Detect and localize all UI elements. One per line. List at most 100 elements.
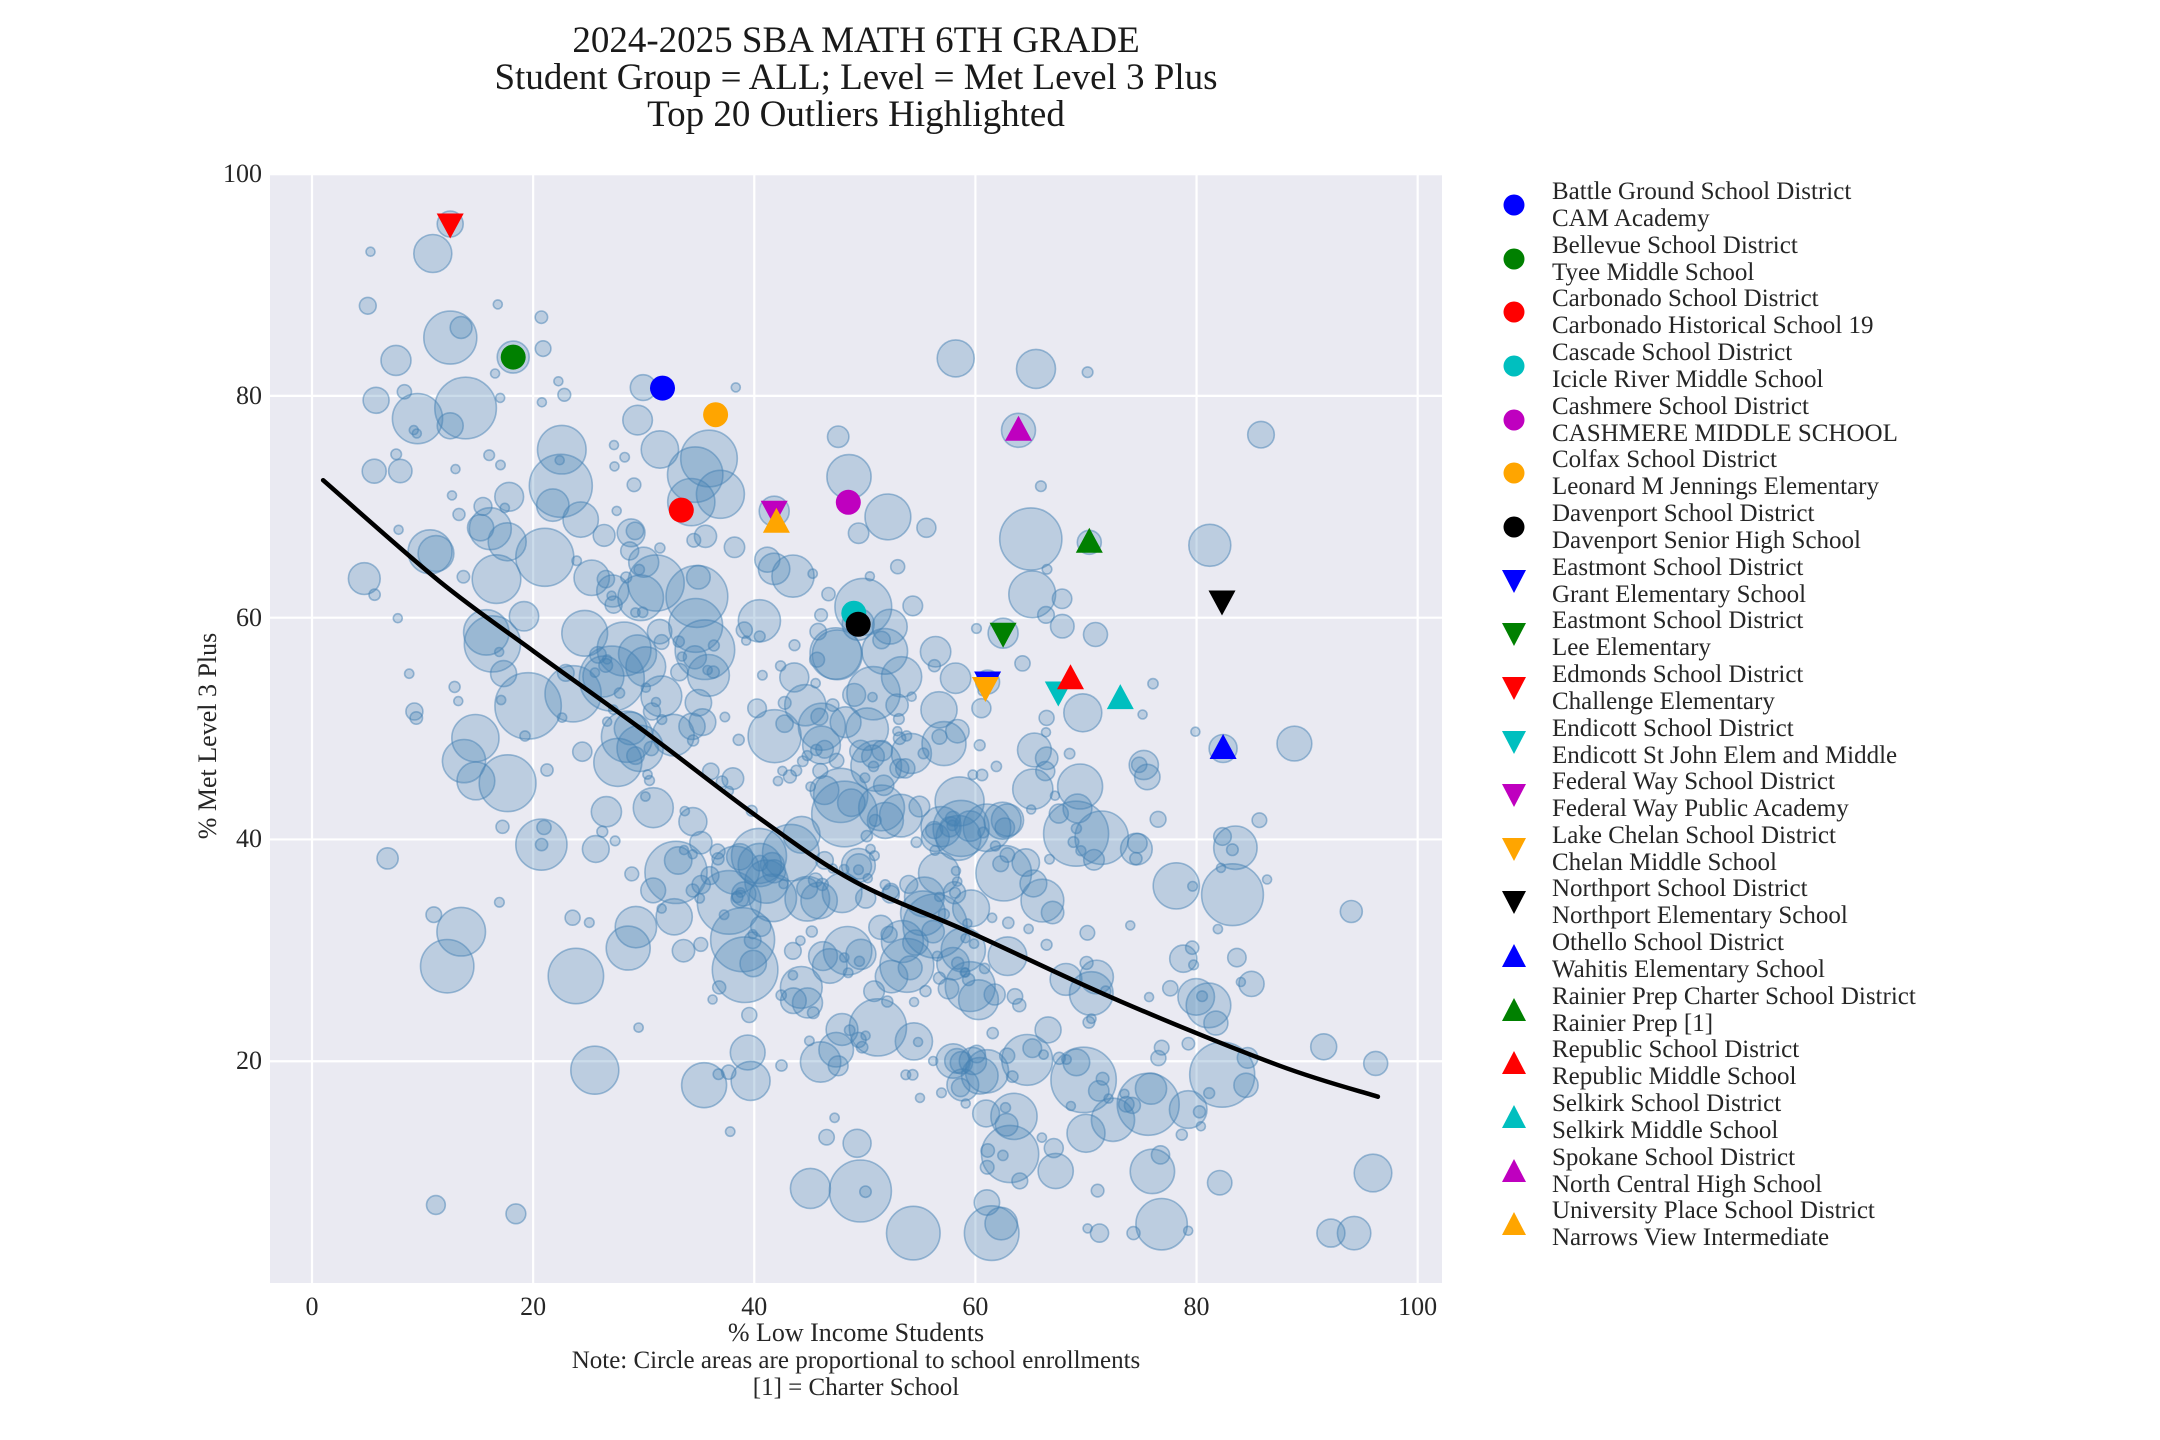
school-bubble — [392, 612, 404, 624]
school-bubble — [1062, 692, 1103, 733]
school-bubble — [1040, 938, 1053, 951]
school-bubble — [622, 404, 654, 436]
legend-district-label: Rainier Prep Charter School District — [1552, 982, 1916, 1010]
school-bubble — [478, 753, 537, 813]
school-bubble — [867, 691, 878, 703]
outlier-marker-circle — [500, 344, 526, 370]
school-bubble — [1117, 1095, 1135, 1113]
school-bubble-large — [1339, 899, 1364, 924]
outlier-marker-circle — [650, 375, 675, 401]
school-bubble — [1038, 1049, 1049, 1060]
school-bubble — [916, 517, 937, 539]
school-bubble — [791, 987, 824, 1019]
school-bubble — [1226, 947, 1247, 968]
legend-marker-circle — [1503, 194, 1525, 216]
school-bubble — [1177, 977, 1216, 1017]
school-bubble — [879, 878, 891, 891]
school-bubble — [494, 392, 506, 404]
legend-district-label: Lake Chelan School District — [1552, 821, 1836, 849]
school-bubble — [1006, 987, 1024, 1005]
school-bubble — [810, 707, 829, 726]
school-bubble — [747, 698, 768, 719]
legend-school-label: Chelan Middle School — [1552, 848, 1777, 876]
school-bubble-large — [1362, 1050, 1389, 1077]
school-bubble — [679, 429, 739, 488]
legend-marker-circle — [1503, 516, 1525, 538]
school-bubble — [711, 980, 727, 995]
school-bubble — [1056, 763, 1104, 810]
school-bubble — [553, 376, 564, 387]
school-bubble — [656, 713, 668, 726]
school-bubble — [1168, 944, 1198, 974]
school-bubble — [1137, 709, 1148, 720]
school-bubble — [960, 1056, 999, 1095]
school-bubble — [818, 1128, 836, 1146]
school-bubble — [1050, 1046, 1118, 1114]
school-bubble — [968, 938, 980, 950]
school-bubble — [606, 590, 617, 602]
school-bubble — [1192, 1104, 1207, 1119]
legend-entry: Federal Way School District Federal Way P… — [1492, 767, 1849, 823]
outlier-marker-circle — [703, 402, 729, 428]
school-bubble — [980, 1142, 996, 1158]
school-bubble-large — [380, 344, 412, 377]
school-bubble — [829, 1112, 840, 1124]
school-bubble — [1202, 1086, 1216, 1100]
school-bubble — [1090, 1097, 1136, 1143]
school-bubble — [1038, 709, 1055, 727]
school-bubble-large — [627, 546, 660, 579]
school-bubble — [808, 651, 826, 668]
school-bubble — [1134, 1072, 1168, 1106]
legend-entry: University Place School District Narrows … — [1492, 1196, 1875, 1252]
legend-district-label: Northport School District — [1552, 875, 1808, 903]
school-bubble — [826, 425, 850, 449]
chart-title-line-2: Student Group = ALL; Level = Met Level 3… — [494, 57, 1218, 98]
chart-title: 2024-2025 SBA MATH 6TH GRADE Student Gro… — [270, 22, 1442, 133]
x-tick-label-60: 60 — [962, 1292, 989, 1321]
school-bubble — [990, 760, 1003, 773]
school-bubble — [730, 1060, 771, 1102]
school-bubble — [452, 507, 466, 522]
school-bubble — [456, 569, 471, 584]
school-bubble — [860, 744, 886, 769]
school-bubble — [1007, 570, 1057, 619]
school-bubble — [1011, 1172, 1029, 1190]
school-bubble — [668, 597, 724, 654]
legend-marker-triangle-up — [1502, 1105, 1526, 1129]
school-bubble — [487, 521, 527, 562]
school-bubble — [1089, 1223, 1110, 1244]
school-bubble — [812, 767, 869, 824]
school-bubble — [1246, 420, 1276, 449]
gridlines — [270, 173, 1442, 1283]
school-bubble — [448, 680, 461, 694]
school-bubble — [1129, 1148, 1176, 1195]
legend-marker-circle — [1503, 462, 1525, 484]
school-bubble — [425, 906, 443, 924]
outlier-marker-triangle-up — [1057, 664, 1084, 690]
school-bubble — [495, 694, 507, 706]
legend-marker-triangle-up — [1502, 944, 1526, 968]
school-bubble — [809, 626, 863, 680]
school-bubble — [1181, 1036, 1196, 1051]
school-bubble — [920, 690, 958, 729]
legend-school-label: Grant Elementary School — [1552, 580, 1807, 608]
school-bubble — [403, 668, 415, 680]
legend-entry: Lake Chelan School District Chelan Middle… — [1492, 821, 1836, 877]
school-bubble — [1048, 803, 1070, 824]
school-bubble — [1034, 1016, 1062, 1044]
school-bubble — [921, 919, 946, 944]
school-bubble — [1036, 1132, 1048, 1143]
school-bubble — [536, 424, 587, 475]
school-bubble — [852, 864, 865, 876]
school-bubble — [493, 646, 505, 658]
legend-marker-triangle-down — [1502, 784, 1526, 808]
school-bubble — [413, 233, 453, 274]
school-bubble — [571, 555, 583, 567]
school-bubble — [908, 996, 920, 1008]
school-bubble — [590, 795, 623, 828]
school-bubble — [1037, 1152, 1075, 1190]
school-bubble — [1149, 810, 1167, 828]
school-bubble — [441, 738, 487, 784]
school-bubble — [1023, 923, 1034, 935]
legend-school-label: Selkirk Middle School — [1552, 1117, 1779, 1145]
